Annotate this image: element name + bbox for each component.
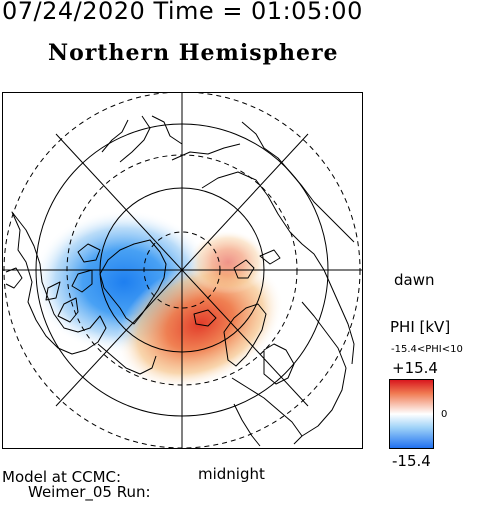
polar-potential-map	[2, 92, 363, 449]
datetime-title: 07/24/2020 Time = 01:05:00	[2, 0, 363, 25]
colorbar	[389, 379, 434, 449]
model-line-2: Weimer_05 Run:	[28, 483, 151, 501]
coastlines	[5, 115, 355, 447]
hemisphere-title: Northern Hemisphere	[48, 40, 339, 66]
colorbar-mid-label: 0	[441, 409, 448, 420]
longitude-grid	[2, 92, 362, 448]
positive-potential-extension	[188, 230, 268, 294]
colorbar-title: PHI [kV]	[390, 318, 451, 336]
colorbar-range: -15.4<PHI<10	[391, 344, 463, 355]
midnight-label: midnight	[198, 465, 265, 483]
colorbar-max-label: +15.4	[392, 359, 438, 377]
dawn-label: dawn	[394, 271, 435, 289]
colorbar-min-label: -15.4	[392, 452, 431, 470]
model-line-1: Model at CCMC:	[2, 468, 122, 486]
